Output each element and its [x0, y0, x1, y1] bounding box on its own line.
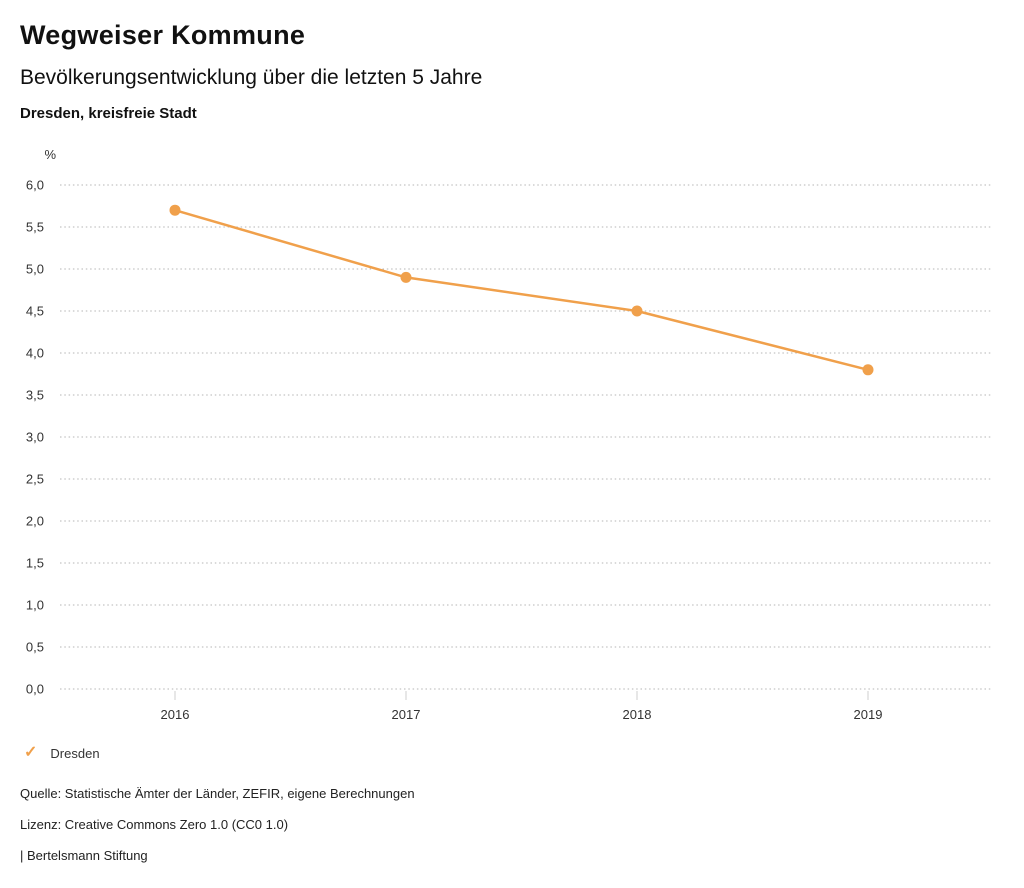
y-tick-label: 5,0 [26, 262, 44, 277]
y-tick-label: 2,5 [26, 472, 44, 487]
brand-title: Wegweiser Kommune [20, 20, 306, 50]
legend-check-icon: ✓ [24, 744, 38, 761]
data-point[interactable] [169, 204, 181, 216]
y-tick-label: 2,0 [26, 514, 44, 529]
y-tick-label: 1,0 [26, 598, 44, 613]
y-tick-label: 5,5 [26, 220, 44, 235]
chart-subtitle: Dresden, kreisfreie Stadt [20, 105, 197, 122]
y-tick-label: 6,0 [26, 178, 44, 193]
data-point[interactable] [400, 271, 412, 283]
data-point[interactable] [862, 364, 874, 376]
y-axis-unit-label: % [44, 147, 56, 162]
x-tick-label: 2019 [854, 707, 883, 722]
y-tick-label: 3,0 [26, 430, 44, 445]
y-tick-label: 0,0 [26, 682, 44, 697]
series-line-dresden [173, 208, 870, 372]
x-tick-label: 2018 [623, 707, 652, 722]
y-tick-label: 4,5 [26, 304, 44, 319]
chart-title: Bevölkerungsentwicklung über die letzten… [20, 66, 483, 89]
y-tick-label: 3,5 [26, 388, 44, 403]
x-tick-label: 2017 [392, 707, 421, 722]
legend-item-dresden[interactable]: ✓ Dresden [24, 745, 100, 761]
x-tick-label: 2016 [161, 707, 190, 722]
y-tick-label: 4,0 [26, 346, 44, 361]
source-text: Quelle: Statistische Ämter der Länder, Z… [20, 786, 415, 801]
y-tick-label: 1,5 [26, 556, 44, 571]
y-tick-label: 0,5 [26, 640, 44, 655]
attribution-text: | Bertelsmann Stiftung [20, 848, 148, 863]
data-point[interactable] [631, 305, 643, 317]
license-text: Lizenz: Creative Commons Zero 1.0 (CC0 1… [20, 817, 289, 832]
legend-label: Dresden [50, 745, 100, 761]
